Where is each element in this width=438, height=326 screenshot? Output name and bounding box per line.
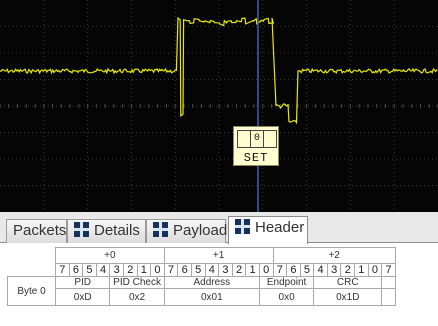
bit-index: 1 xyxy=(245,263,260,277)
field-name: CRC xyxy=(313,276,383,289)
waveform-trace xyxy=(0,16,438,125)
field-name: Address xyxy=(163,276,260,289)
field-value[interactable] xyxy=(381,288,396,306)
bit-index: 2 xyxy=(340,263,356,277)
tab-header[interactable]: Header xyxy=(228,216,308,244)
offset-label: +1 xyxy=(163,247,274,264)
bit-index: 1 xyxy=(136,263,152,277)
tab-payload[interactable]: Payload xyxy=(146,219,228,243)
decode-bit: 0 xyxy=(251,131,264,147)
decode-bit-cells: 0 xyxy=(237,130,277,148)
bit-index: 4 xyxy=(95,263,111,277)
bit-index: 5 xyxy=(82,263,97,277)
field-value[interactable]: 0x2 xyxy=(109,288,165,306)
tab-label: Packets xyxy=(13,222,67,239)
bit-index: 6 xyxy=(177,263,192,277)
bit-index: 4 xyxy=(204,263,220,277)
bit-index: 4 xyxy=(313,263,328,277)
bit-index: 3 xyxy=(326,263,342,277)
field-name xyxy=(381,276,396,289)
bit-index: 7 xyxy=(381,263,396,277)
field-name: PID Check xyxy=(109,276,165,289)
bit-index: 7 xyxy=(272,263,288,277)
row-label: Byte 0 xyxy=(7,276,56,306)
bit-index: 6 xyxy=(286,263,301,277)
tab-bar: Packets Details Payload Header xyxy=(0,212,438,244)
decode-bit xyxy=(238,131,251,147)
bit-index: 1 xyxy=(354,263,369,277)
field-value[interactable]: 0x0 xyxy=(258,288,315,306)
bit-index: 5 xyxy=(299,263,315,277)
field-value[interactable]: 0xD xyxy=(54,288,111,306)
bit-index: 5 xyxy=(190,263,206,277)
decode-annotation[interactable]: 0 SET xyxy=(233,126,279,166)
bit-index: 3 xyxy=(218,263,233,277)
bit-index: 0 xyxy=(258,263,274,277)
bit-index: 0 xyxy=(367,263,383,277)
grid-icon xyxy=(153,222,168,237)
tab-details[interactable]: Details xyxy=(67,219,146,243)
decode-label: SET xyxy=(243,151,269,165)
field-name: Endpoint xyxy=(258,276,315,289)
bit-index: 2 xyxy=(231,263,247,277)
scope-display[interactable]: 0 SET xyxy=(0,0,438,212)
tab-label: Details xyxy=(94,222,140,239)
field-value[interactable]: 0x01 xyxy=(163,288,260,306)
bit-index: 7 xyxy=(55,263,70,277)
tab-packets[interactable]: Packets xyxy=(6,219,67,243)
bit-index: 3 xyxy=(109,263,124,277)
bit-index: 0 xyxy=(150,263,165,277)
offset-label: +0 xyxy=(55,247,165,264)
bit-index: 6 xyxy=(68,263,84,277)
waveform-canvas[interactable] xyxy=(0,0,438,212)
grid-icon xyxy=(74,222,89,237)
tab-label: Header xyxy=(255,219,305,236)
grid-icon xyxy=(235,219,250,234)
field-name: PID xyxy=(54,276,111,289)
bit-index: 7 xyxy=(163,263,179,277)
bit-index: 2 xyxy=(122,263,138,277)
field-value[interactable]: 0x1D xyxy=(313,288,383,306)
offset-label: +2 xyxy=(272,247,396,264)
decode-bit xyxy=(264,131,276,147)
tab-label: Payload xyxy=(173,222,228,239)
